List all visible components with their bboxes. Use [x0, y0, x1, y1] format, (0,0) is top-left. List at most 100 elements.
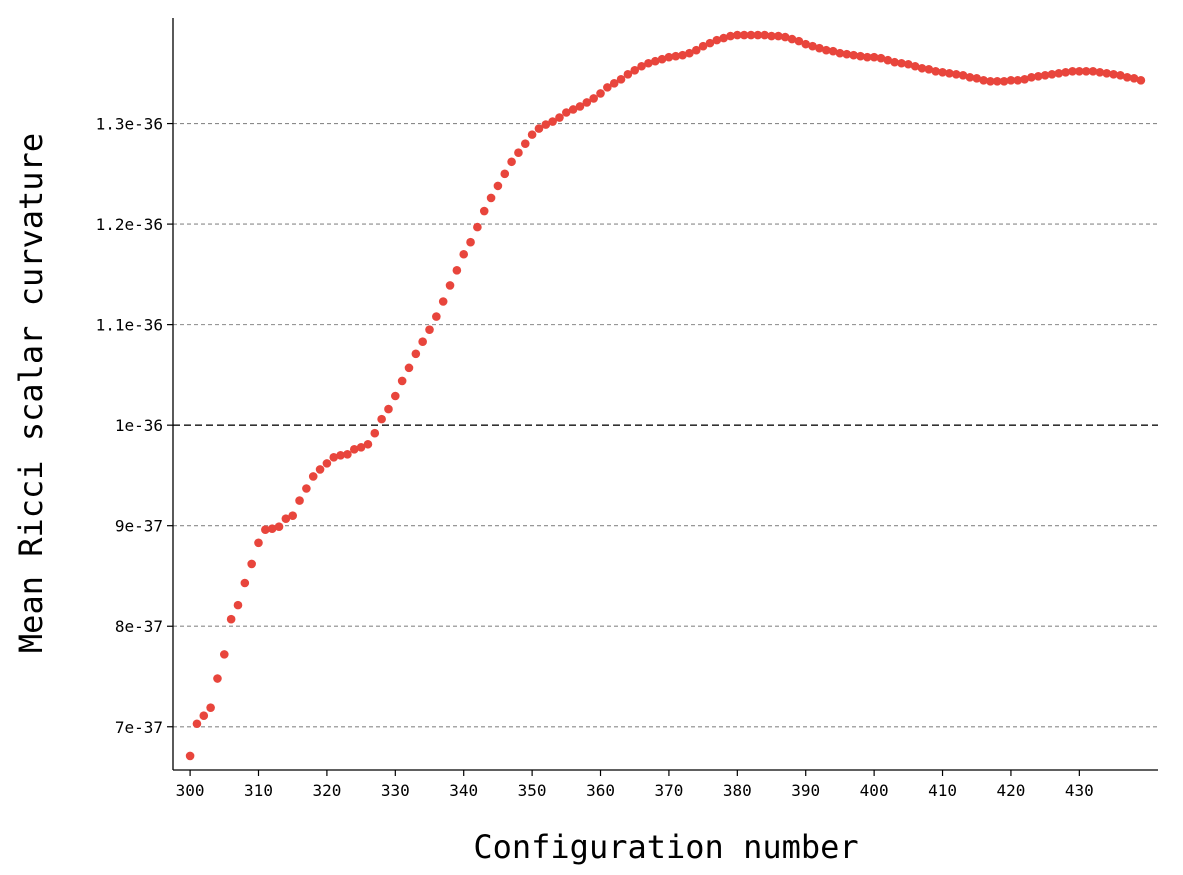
- data-point: [459, 249, 469, 259]
- x-tick-label: 390: [791, 781, 820, 800]
- data-point: [240, 578, 250, 588]
- x-tick-label: 310: [244, 781, 273, 800]
- data-point: [281, 514, 291, 523]
- data-point: [391, 391, 400, 401]
- data-point: [479, 206, 489, 216]
- data-point: [1033, 72, 1043, 81]
- data-point: [1075, 66, 1084, 76]
- data-point: [192, 719, 202, 729]
- data-point: [473, 222, 482, 232]
- data-point: [951, 69, 961, 79]
- data-point: [329, 453, 339, 462]
- data-point: [650, 56, 660, 66]
- data-point: [562, 108, 571, 117]
- data-point: [343, 450, 352, 459]
- data-point: [575, 102, 585, 111]
- data-point: [999, 77, 1009, 86]
- x-axis-title: Configuration number: [473, 828, 858, 866]
- data-point: [678, 50, 687, 60]
- data-point: [938, 67, 947, 77]
- y-tick-label: 1.3e-36: [96, 115, 163, 134]
- x-tick-label: 370: [654, 781, 683, 800]
- data-point: [780, 32, 790, 42]
- data-point: [1109, 69, 1118, 79]
- data-point: [774, 31, 783, 41]
- x-tick-label: 430: [1065, 781, 1094, 800]
- data-point: [904, 59, 913, 69]
- data-point: [302, 484, 311, 493]
- data-point: [363, 439, 373, 449]
- data-point: [548, 117, 557, 126]
- data-point: [815, 43, 824, 53]
- data-point: [603, 83, 612, 92]
- data-point: [527, 130, 537, 139]
- data-point: [1122, 73, 1132, 82]
- data-point: [992, 77, 1002, 86]
- data-point: [589, 94, 598, 103]
- data-point: [432, 312, 441, 321]
- data-point: [520, 139, 530, 148]
- data-point: [842, 49, 852, 59]
- data-point: [226, 614, 236, 624]
- data-point: [425, 325, 434, 334]
- data-point: [705, 38, 715, 48]
- data-point: [1136, 76, 1146, 85]
- data-point: [972, 74, 982, 83]
- data-point: [404, 363, 414, 373]
- data-point: [644, 58, 653, 68]
- data-point: [616, 75, 626, 84]
- data-point: [671, 51, 681, 61]
- data-point: [349, 444, 359, 454]
- data-point: [356, 442, 366, 452]
- data-point: [828, 46, 838, 56]
- data-point: [787, 34, 797, 44]
- y-tick-label: 9e-37: [115, 517, 163, 536]
- data-point: [965, 73, 975, 82]
- data-point: [308, 472, 318, 481]
- data-point: [261, 525, 270, 535]
- data-point: [582, 98, 592, 107]
- data-point: [1116, 71, 1125, 80]
- data-point: [596, 89, 605, 98]
- data-point: [267, 524, 277, 534]
- data-point: [1068, 66, 1077, 76]
- data-point: [555, 113, 564, 122]
- data-point: [664, 52, 674, 62]
- data-point: [685, 48, 694, 58]
- data-point: [856, 51, 865, 61]
- data-point: [384, 404, 393, 414]
- data-point: [568, 105, 578, 114]
- data-point: [958, 71, 968, 80]
- data-point: [1088, 66, 1098, 76]
- y-axis-title: Mean Ricci scalar curvature: [12, 133, 50, 653]
- data-point: [438, 297, 448, 306]
- data-point: [247, 559, 256, 569]
- x-tick-label: 340: [449, 781, 478, 800]
- data-point: [274, 522, 284, 532]
- data-point: [466, 237, 475, 247]
- y-tick-label: 7e-37: [115, 718, 163, 737]
- data-point: [397, 376, 407, 386]
- data-point: [657, 54, 667, 64]
- data-point: [295, 496, 304, 505]
- data-point: [630, 65, 640, 75]
- data-point: [917, 63, 927, 73]
- data-point: [493, 181, 503, 191]
- data-point: [979, 76, 988, 85]
- data-point: [336, 451, 345, 460]
- data-points: [185, 30, 1146, 761]
- data-point: [1081, 66, 1091, 76]
- data-point: [637, 61, 646, 71]
- data-point: [931, 66, 940, 76]
- data-point: [1102, 68, 1111, 78]
- x-tick-label: 300: [176, 781, 205, 800]
- data-point: [849, 50, 858, 60]
- data-point: [986, 77, 995, 86]
- data-point: [883, 55, 893, 65]
- x-tick-label: 320: [312, 781, 341, 800]
- data-point: [1020, 75, 1029, 84]
- x-tick-labels: 300 310 320 330 340 350 360 370 380 390 400 410 420 4…: [176, 781, 1094, 800]
- data-point: [835, 48, 845, 58]
- data-point: [876, 53, 886, 63]
- data-point: [377, 414, 386, 424]
